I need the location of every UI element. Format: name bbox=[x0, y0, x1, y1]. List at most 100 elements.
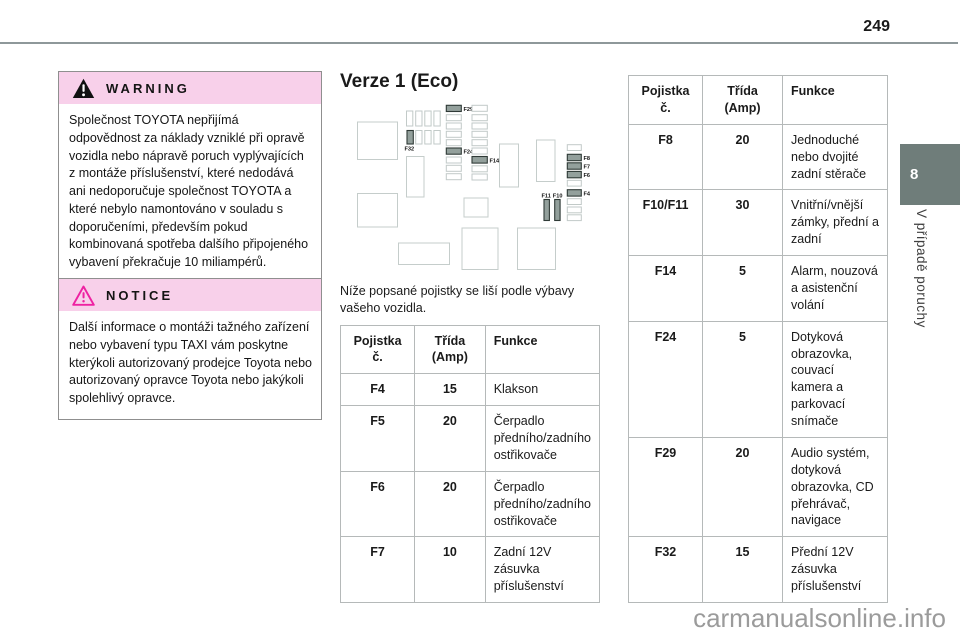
fuse-id-cell: F4 bbox=[339, 373, 416, 407]
fuse-id-cell: F8 bbox=[628, 123, 703, 191]
chapter-title-vertical: V případě poruchy bbox=[914, 209, 929, 328]
notice-body-text: Další informace o montáži tažného zaříze… bbox=[69, 320, 312, 405]
amp-cell: 15 bbox=[702, 536, 783, 603]
notice-title: NOTICE bbox=[106, 287, 174, 303]
fuse-slot bbox=[445, 156, 462, 164]
fuse-box-diagram: F32 F29 F24 F14 bbox=[348, 97, 618, 278]
table-row: F14 5 Alarm, nouzová a asistenční volání bbox=[628, 255, 888, 322]
function-cell: Jednoduché nebo dvojité zadní stěrače bbox=[782, 123, 888, 191]
fuse-slot bbox=[415, 110, 423, 127]
fuse-slot bbox=[566, 179, 582, 187]
function-cell: Alarm, nouzová a asistenční volání bbox=[782, 255, 888, 322]
fuse-id-cell: F5 bbox=[339, 405, 416, 472]
fuse-label-f11: F11 bbox=[542, 194, 551, 200]
fuse-slot bbox=[471, 122, 488, 130]
fuse-slot bbox=[471, 114, 488, 122]
fuse-slot bbox=[471, 130, 488, 138]
component-box bbox=[463, 197, 489, 218]
page-number: 249 bbox=[863, 18, 890, 35]
amp-cell: 20 bbox=[702, 123, 783, 191]
fuse-f6 bbox=[566, 170, 582, 179]
fuse-label-f4: F4 bbox=[584, 191, 591, 197]
fuse-label-f32: F32 bbox=[405, 147, 415, 153]
fuse-slot bbox=[433, 110, 441, 127]
fuse-label-f6: F6 bbox=[584, 173, 591, 179]
fuse-slot bbox=[406, 110, 414, 127]
fuse-slot bbox=[566, 206, 582, 214]
fuse-f29 bbox=[445, 104, 462, 113]
fuse-id-cell: F7 bbox=[339, 536, 416, 603]
fuse-label-f10: F10 bbox=[553, 194, 563, 200]
fuse-slot bbox=[445, 122, 462, 130]
fuse-f10 bbox=[554, 198, 561, 222]
notice-box: NOTICE Další informace o montáži tažného… bbox=[58, 278, 322, 420]
fuse-label-f24: F24 bbox=[464, 150, 475, 156]
fuse-f11 bbox=[543, 198, 550, 222]
fuse-f32 bbox=[406, 129, 414, 145]
component-box bbox=[357, 121, 398, 160]
warning-box-header: WARNING bbox=[59, 72, 321, 104]
table-header-row: Pojistka č. Třída (Amp) Funkce bbox=[628, 75, 888, 125]
table-row: F29 20 Audio systém, dotyková obrazovka,… bbox=[628, 436, 888, 538]
fuse-f7 bbox=[566, 162, 582, 170]
fuse-id-cell: F6 bbox=[339, 470, 416, 538]
fuse-slot bbox=[445, 114, 462, 122]
function-cell: Klakson bbox=[484, 373, 601, 407]
fuse-slot bbox=[471, 139, 488, 147]
notice-box-header: NOTICE bbox=[59, 279, 321, 311]
table-row: F4 15 Klakson bbox=[339, 373, 601, 407]
amp-cell: 5 bbox=[702, 255, 783, 322]
fuse-slot bbox=[445, 164, 462, 172]
fuse-table-left: Pojistka č. Třída (Amp) Funkce F4 15 Kla… bbox=[339, 324, 601, 603]
middle-column-lower: Níže popsané pojistky se liší podle výba… bbox=[339, 283, 601, 603]
table-row: F5 20 Čerpadlo předního/zadního ostřikov… bbox=[339, 405, 601, 472]
fuse-id-cell: F10/F11 bbox=[628, 189, 703, 256]
section-title: Verze 1 (Eco) bbox=[340, 71, 459, 92]
function-cell: Dotyková obrazovka, couvací kamera a par… bbox=[782, 320, 888, 438]
fuse-id-cell: F32 bbox=[628, 536, 703, 603]
fuse-slot bbox=[566, 214, 582, 222]
intro-text: Níže popsané pojistky se liší podle výba… bbox=[340, 284, 575, 316]
col-header-fuse: Pojistka č. bbox=[628, 75, 703, 125]
amp-cell: 20 bbox=[702, 436, 783, 538]
fuse-f14 bbox=[471, 155, 488, 164]
col-header-fuse: Pojistka č. bbox=[339, 324, 416, 375]
fuse-slot bbox=[445, 130, 462, 138]
fuse-slot bbox=[471, 147, 488, 155]
function-cell: Přední 12V zásuvka příslušenství bbox=[782, 536, 888, 603]
component-box bbox=[398, 242, 450, 265]
table-row: F8 20 Jednoduché nebo dvojité zadní stěr… bbox=[628, 123, 888, 191]
fuse-label-f8: F8 bbox=[584, 156, 591, 162]
amp-cell: 10 bbox=[414, 536, 486, 603]
table-header-row: Pojistka č. Třída (Amp) Funkce bbox=[339, 324, 601, 375]
col-header-function: Funkce bbox=[782, 75, 888, 125]
function-cell: Vnitřní/vnější zámky, přední a zadní bbox=[782, 189, 888, 256]
fuse-slot bbox=[471, 173, 488, 181]
table-row: F7 10 Zadní 12V zásuvka příslušenství bbox=[339, 536, 601, 603]
fuse-slot bbox=[433, 130, 441, 145]
function-cell: Čerpadlo předního/zadního ostřikovače bbox=[484, 470, 601, 538]
amp-cell: 20 bbox=[414, 405, 486, 472]
fuse-slot bbox=[471, 104, 488, 112]
fuse-f4 bbox=[566, 189, 582, 197]
table-row: F32 15 Přední 12V zásuvka příslušenství bbox=[628, 536, 888, 603]
component-box bbox=[461, 227, 499, 270]
component-box bbox=[357, 193, 398, 228]
fuse-slot bbox=[471, 165, 488, 173]
function-cell: Čerpadlo předního/zadního ostřikovače bbox=[484, 405, 601, 472]
fuse-f24 bbox=[445, 147, 462, 155]
fuse-slot bbox=[415, 130, 423, 145]
fuse-slot bbox=[566, 144, 582, 152]
fuse-f8 bbox=[566, 153, 582, 162]
col-header-amp: Třída (Amp) bbox=[414, 324, 486, 375]
fuse-id-cell: F24 bbox=[628, 320, 703, 438]
col-header-function: Funkce bbox=[484, 324, 601, 375]
fuse-slot bbox=[445, 139, 462, 147]
function-cell: Audio systém, dotyková obrazovka, CD pře… bbox=[782, 436, 888, 538]
amp-cell: 15 bbox=[414, 373, 486, 407]
header-rule bbox=[0, 42, 958, 44]
table-row: F6 20 Čerpadlo předního/zadního ostřikov… bbox=[339, 470, 601, 538]
fuse-box-diagram-svg: F32 F29 F24 F14 bbox=[357, 104, 591, 270]
fuse-id-cell: F29 bbox=[628, 436, 703, 538]
